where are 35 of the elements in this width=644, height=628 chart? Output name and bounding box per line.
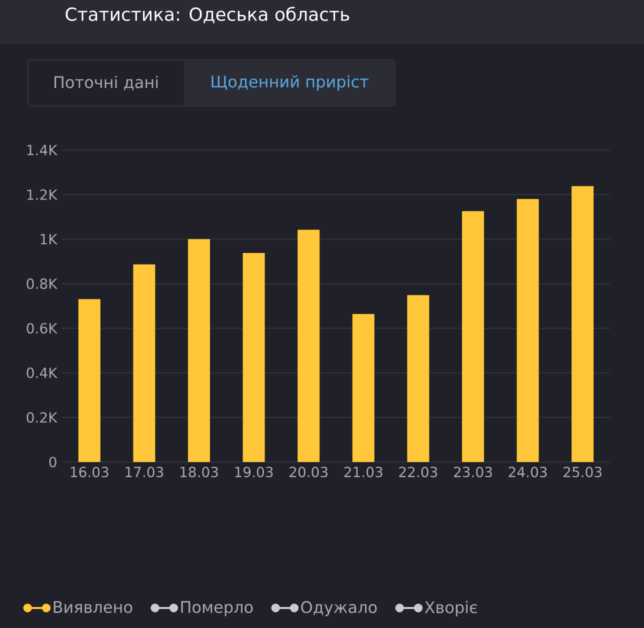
bar [407,295,430,462]
x-tick-label: 25.03 [564,466,602,478]
y-tick-label: 1K [40,234,58,244]
x-tick-label: 22.03 [399,466,438,478]
legend-label: Виявлено [54,601,132,614]
x-tick-label: 17.03 [126,466,164,478]
x-tick-label: 20.03 [290,466,328,478]
x-tick-label: 18.03 [180,466,218,478]
legend-label: Померло [181,601,253,616]
bar [516,199,539,462]
text: Поточні дані [54,76,158,90]
bar [78,299,100,462]
y-tick-label: 1.2K [27,189,58,200]
x-tick-label: 16.03 [70,466,108,478]
text: Щоденний приріст [212,75,368,91]
y-tick-label: 0.2K [26,412,58,423]
y-tick-label: 0 [49,456,56,468]
x-tick-label: 23.03 [454,466,492,478]
bar [352,314,374,462]
y-tick-label: 0.8K [26,278,58,289]
y-tick-label: 1.4K [27,144,58,156]
y-tick-label: 0.6K [26,322,58,334]
x-tick-label: 19.03 [235,466,273,478]
x-tick-label: 24.03 [508,466,547,478]
bar [298,230,320,462]
y-tick-label: 0.4K [26,368,58,378]
bar [133,264,156,462]
x-tick-label: 21.03 [344,466,382,478]
bar [242,252,265,462]
bar [462,211,484,462]
legend-label: Одужало [301,601,377,616]
bar [188,239,210,462]
chart-title: Статистика: Одеська область [66,6,350,24]
bar [572,186,594,462]
legend-label: Хворіє [424,600,477,616]
